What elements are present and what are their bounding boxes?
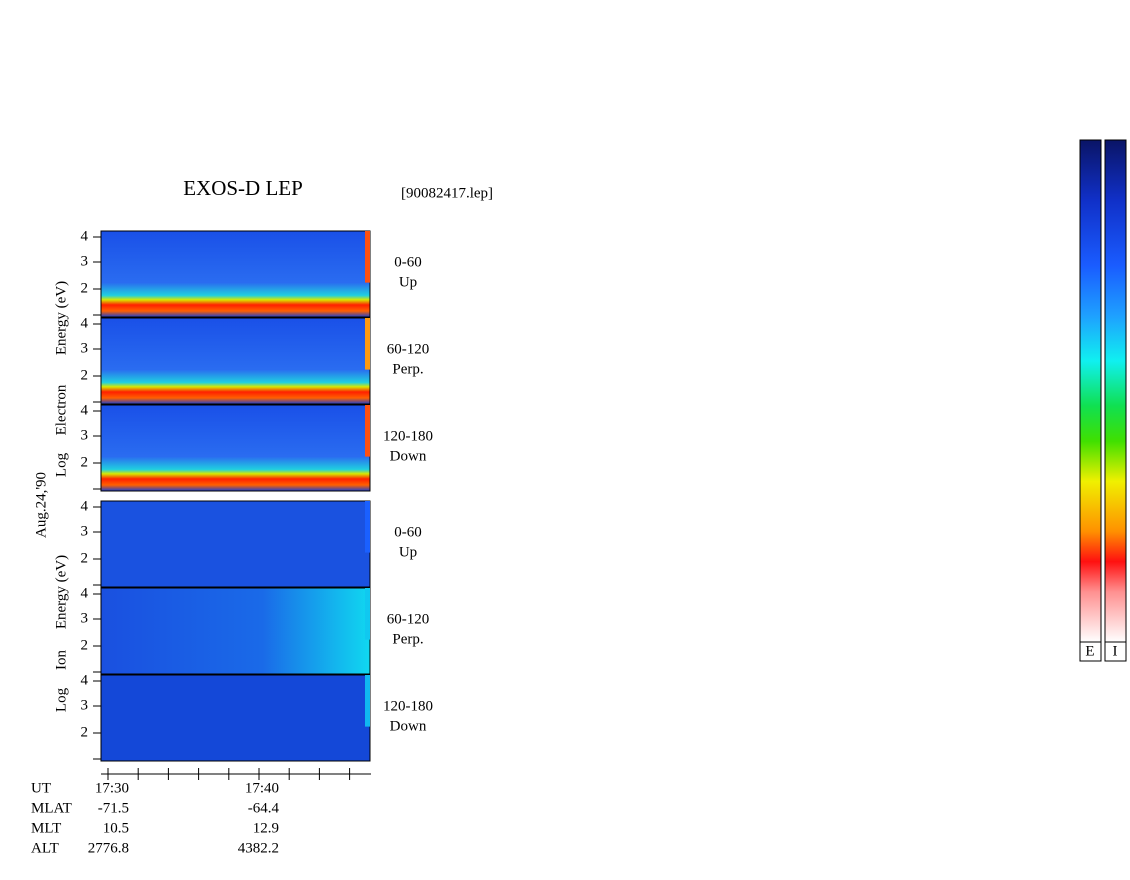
- panel-direction: Down: [390, 718, 427, 734]
- y-tick-label: 4: [81, 228, 89, 244]
- y-tick-label: 4: [81, 402, 89, 418]
- y-tick-label: 3: [81, 253, 89, 269]
- row-value: 2776.8: [88, 840, 129, 856]
- y-axis-label: Energy (eV): [53, 281, 69, 355]
- panel-range: 0-60: [394, 254, 422, 270]
- side-strip: [365, 588, 370, 640]
- y-tick-label: 2: [81, 550, 89, 566]
- file-name: [90082417.lep]: [401, 185, 493, 201]
- y-tick-label: 3: [81, 523, 89, 539]
- spectrogram-panel: [100, 230, 371, 318]
- colorbar: [1079, 139, 1102, 643]
- y-axis-label: Ion: [53, 650, 69, 670]
- title: EXOS-D LEP: [183, 176, 303, 200]
- row-value: 10.5: [103, 820, 129, 836]
- panel-direction: Up: [399, 274, 417, 290]
- y-tick-label: 3: [81, 610, 89, 626]
- panel-range: 120-180: [383, 698, 433, 714]
- panel-range: 0-60: [394, 524, 422, 540]
- colorbar: [1104, 139, 1127, 643]
- row-value: 17:30: [95, 780, 129, 796]
- row-label: MLAT: [31, 800, 72, 816]
- y-axis-label: Log: [53, 687, 69, 712]
- y-tick-label: 2: [81, 280, 89, 296]
- side-strip: [365, 675, 370, 727]
- y-tick-label: 2: [81, 454, 89, 470]
- colorbar-label-box: [1104, 641, 1127, 662]
- y-tick-label: 3: [81, 697, 89, 713]
- row-value: 12.9: [253, 820, 279, 836]
- panel-range: 120-180: [383, 428, 433, 444]
- colorbar-label-box: [1079, 641, 1102, 662]
- y-tick-label: 3: [81, 427, 89, 443]
- row-label: UT: [31, 780, 51, 796]
- panel-direction: Down: [390, 448, 427, 464]
- row-value: -71.5: [98, 800, 129, 816]
- panel-direction: Perp.: [392, 631, 423, 647]
- y-tick-label: 2: [81, 724, 89, 740]
- colorbar-label: E: [1085, 643, 1094, 659]
- date: Aug.24,'90: [33, 472, 49, 538]
- side-strip: [365, 501, 370, 553]
- spectrogram-panel: [100, 404, 371, 492]
- side-strip: [365, 318, 370, 370]
- spectrogram-panel: [100, 317, 371, 405]
- y-tick-label: 4: [81, 672, 89, 688]
- spectrogram-panel: [100, 587, 371, 675]
- panel-direction: Up: [399, 544, 417, 560]
- y-axis-label: Energy (eV): [53, 555, 69, 629]
- y-tick-label: 4: [81, 585, 89, 601]
- row-value: -64.4: [248, 800, 280, 816]
- y-tick-label: 4: [81, 315, 89, 331]
- row-value: 4382.2: [238, 840, 279, 856]
- panel-range: 60-120: [387, 611, 430, 627]
- row-value: 17:40: [245, 780, 279, 796]
- y-tick-label: 2: [81, 637, 89, 653]
- y-axis-label: Log: [53, 452, 69, 477]
- y-axis-label: Electron: [53, 384, 69, 435]
- panel-direction: Perp.: [392, 361, 423, 377]
- spectrogram-panel: [100, 500, 371, 588]
- colorbar-label: I: [1113, 643, 1118, 659]
- spectrogram-panel: [100, 674, 371, 762]
- panel-range: 60-120: [387, 341, 430, 357]
- y-tick-label: 2: [81, 367, 89, 383]
- side-strip: [365, 405, 370, 457]
- row-label: MLT: [31, 820, 61, 836]
- y-tick-label: 4: [81, 498, 89, 514]
- row-label: ALT: [31, 840, 59, 856]
- side-strip: [365, 231, 370, 283]
- y-tick-label: 3: [81, 340, 89, 356]
